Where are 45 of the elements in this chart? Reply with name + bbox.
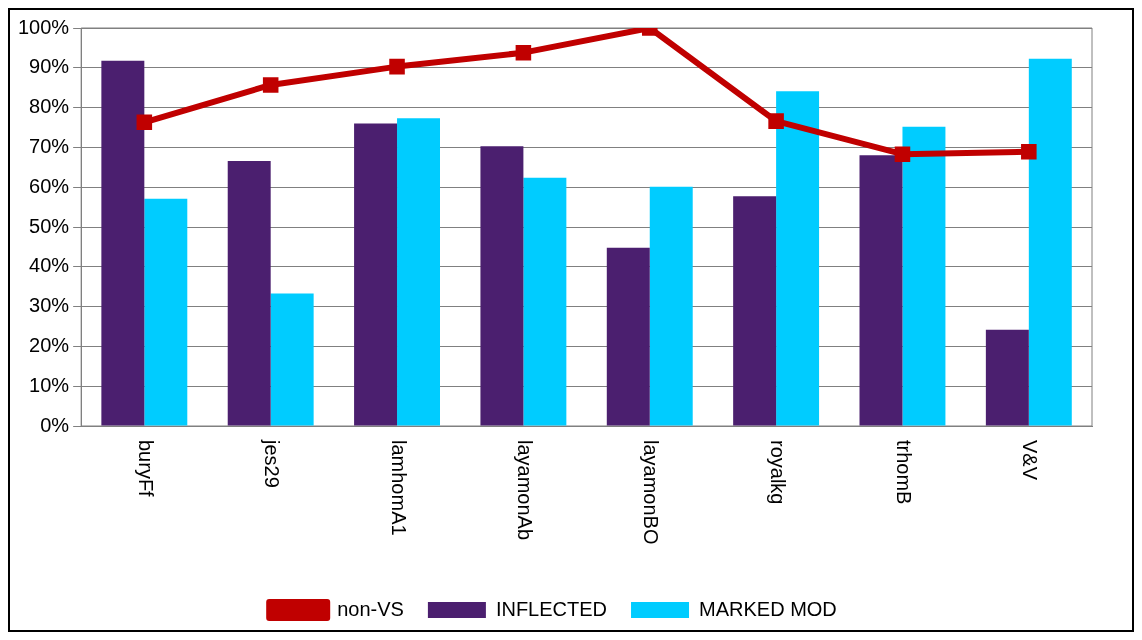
bar (523, 177, 567, 426)
point (389, 58, 405, 75)
bar (397, 118, 440, 426)
bar (227, 160, 271, 426)
bar (985, 329, 1029, 426)
x-tick-label: V&V (1019, 440, 1042, 481)
point (262, 77, 279, 93)
point (768, 113, 784, 129)
bar (1028, 58, 1072, 426)
x-tick-label: trhomB (892, 440, 915, 505)
legend-label: INFLECTED (495, 597, 608, 620)
bar (733, 196, 777, 426)
bar (144, 198, 188, 426)
y-tick-label: 40% (29, 254, 70, 277)
bar (776, 91, 820, 426)
y-tick-label: 30% (29, 294, 70, 317)
point (136, 114, 153, 131)
y-tick-label: 10% (29, 373, 70, 396)
y-tick-label: 0% (40, 413, 70, 436)
y-tick-label: 100% (18, 15, 70, 38)
point (894, 146, 911, 162)
legend-label: MARKED MOD (699, 597, 837, 620)
legend-label: non-VS (337, 597, 404, 620)
x-tick-label: lamhomA1 (387, 440, 410, 536)
point (515, 44, 532, 61)
x-tick-label: buryFf (134, 440, 157, 498)
y-tick-label: 90% (29, 55, 70, 78)
y-tick-label: 60% (29, 174, 70, 197)
y-tick-label: 50% (29, 214, 70, 237)
bar (270, 293, 314, 426)
bar (101, 60, 145, 426)
bar (480, 146, 524, 426)
bar (859, 155, 903, 426)
x-tick-label: jes29 (261, 439, 284, 488)
y-tick-label: 80% (29, 95, 70, 118)
point (1021, 144, 1037, 160)
y-tick-label: 20% (29, 333, 70, 356)
y-tick-label: 70% (29, 134, 70, 157)
x-tick-label: royalkg (766, 440, 789, 505)
x-tick-label: layamonAb (513, 440, 536, 541)
x-tick-label: layamonBO (640, 440, 663, 545)
bar (354, 123, 398, 426)
bar (649, 186, 693, 426)
bar (902, 126, 946, 426)
bar (606, 247, 650, 426)
